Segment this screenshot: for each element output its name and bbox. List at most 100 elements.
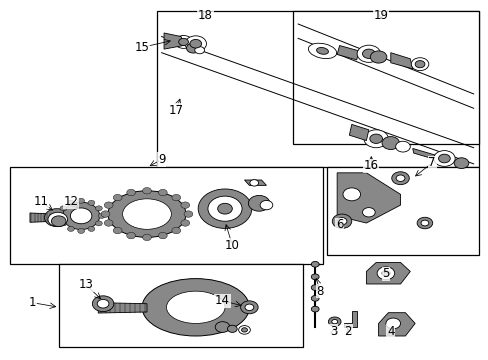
Circle shape xyxy=(88,200,95,205)
Text: 12: 12 xyxy=(64,195,79,208)
Circle shape xyxy=(98,213,105,219)
Circle shape xyxy=(381,270,389,276)
Circle shape xyxy=(95,221,102,226)
Circle shape xyxy=(183,211,192,217)
Text: 15: 15 xyxy=(134,41,149,54)
Circle shape xyxy=(331,214,351,228)
Circle shape xyxy=(101,211,110,217)
Ellipse shape xyxy=(122,199,171,229)
Circle shape xyxy=(249,180,258,186)
Circle shape xyxy=(311,306,319,312)
Circle shape xyxy=(244,304,253,311)
Polygon shape xyxy=(336,45,358,60)
Circle shape xyxy=(88,226,95,231)
Circle shape xyxy=(57,213,64,219)
Circle shape xyxy=(126,189,135,196)
Circle shape xyxy=(311,285,319,291)
Circle shape xyxy=(311,274,319,280)
Text: 4: 4 xyxy=(386,325,394,338)
Ellipse shape xyxy=(308,43,336,59)
Polygon shape xyxy=(336,173,400,223)
Text: 16: 16 xyxy=(363,159,378,172)
Circle shape xyxy=(420,220,428,226)
Text: 3: 3 xyxy=(329,325,337,338)
Circle shape xyxy=(391,172,408,185)
Circle shape xyxy=(51,216,66,226)
Circle shape xyxy=(395,141,409,152)
Circle shape xyxy=(142,188,151,194)
Circle shape xyxy=(356,45,380,62)
Circle shape xyxy=(241,328,247,332)
Ellipse shape xyxy=(316,48,328,54)
Text: 18: 18 xyxy=(198,9,212,22)
Circle shape xyxy=(60,206,67,211)
Polygon shape xyxy=(348,125,368,140)
Circle shape xyxy=(410,58,428,71)
Circle shape xyxy=(331,319,337,324)
Circle shape xyxy=(207,196,242,221)
Circle shape xyxy=(362,49,374,58)
Circle shape xyxy=(70,208,92,224)
Circle shape xyxy=(189,40,201,48)
Circle shape xyxy=(369,51,386,63)
Polygon shape xyxy=(378,313,414,336)
Circle shape xyxy=(376,267,394,280)
Circle shape xyxy=(433,150,454,166)
Circle shape xyxy=(62,202,100,229)
Circle shape xyxy=(414,60,424,68)
Circle shape xyxy=(311,261,319,267)
Circle shape xyxy=(60,221,67,226)
Circle shape xyxy=(158,232,167,239)
Circle shape xyxy=(78,228,84,233)
Bar xyxy=(327,167,478,255)
Bar xyxy=(293,12,478,144)
Polygon shape xyxy=(366,262,409,284)
Polygon shape xyxy=(30,213,54,222)
Circle shape xyxy=(78,198,84,203)
Circle shape xyxy=(113,227,122,234)
Polygon shape xyxy=(163,33,183,49)
Circle shape xyxy=(336,218,346,225)
Bar xyxy=(59,264,303,347)
Bar xyxy=(157,12,478,167)
Circle shape xyxy=(342,188,360,201)
Circle shape xyxy=(104,202,113,208)
Circle shape xyxy=(186,43,200,53)
Circle shape xyxy=(104,220,113,226)
Polygon shape xyxy=(412,148,437,160)
Text: 19: 19 xyxy=(373,9,388,22)
Circle shape xyxy=(172,227,180,234)
Circle shape xyxy=(381,136,399,149)
Text: 7: 7 xyxy=(427,156,435,169)
Ellipse shape xyxy=(166,291,224,323)
Circle shape xyxy=(395,175,404,181)
Circle shape xyxy=(362,208,374,217)
Circle shape xyxy=(215,321,229,332)
Circle shape xyxy=(92,296,114,312)
Circle shape xyxy=(453,158,468,168)
Circle shape xyxy=(260,201,272,210)
Circle shape xyxy=(97,300,109,308)
Polygon shape xyxy=(98,303,147,313)
Text: 9: 9 xyxy=(158,153,165,166)
Circle shape xyxy=(238,325,250,334)
Polygon shape xyxy=(390,53,412,69)
Circle shape xyxy=(311,296,319,301)
Circle shape xyxy=(227,325,237,332)
Circle shape xyxy=(95,206,102,211)
Circle shape xyxy=(369,134,382,143)
Circle shape xyxy=(113,194,122,201)
Circle shape xyxy=(172,194,180,201)
Bar xyxy=(10,167,322,264)
Text: 5: 5 xyxy=(382,267,389,280)
Text: 1: 1 xyxy=(29,296,36,309)
Circle shape xyxy=(174,36,192,48)
Ellipse shape xyxy=(142,279,249,336)
Circle shape xyxy=(184,36,206,51)
Circle shape xyxy=(198,189,251,228)
Circle shape xyxy=(142,234,151,240)
Text: 14: 14 xyxy=(215,294,229,307)
Circle shape xyxy=(217,203,232,214)
Circle shape xyxy=(67,200,74,205)
Text: 6: 6 xyxy=(335,218,343,231)
